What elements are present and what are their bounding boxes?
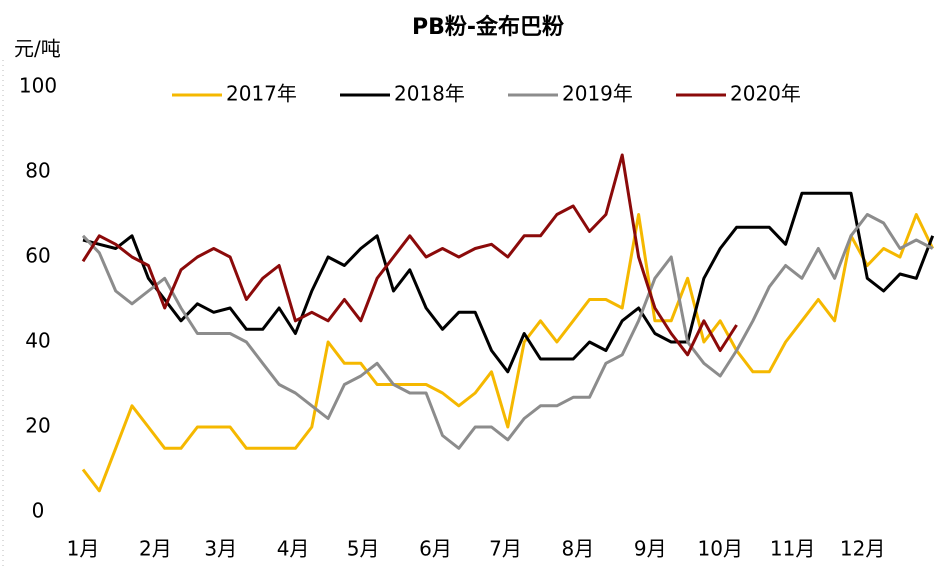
y-tick-label: 20 [25,414,50,438]
series-line [81,153,738,357]
y-tick-label: 40 [25,329,50,353]
series-line [81,213,935,493]
x-tick-label: 9月 [634,537,667,561]
x-tick-label: 5月 [347,537,380,561]
y-tick-label: 60 [25,244,50,268]
y-tick-label: 100 [19,74,57,98]
x-tick-label: 6月 [419,537,452,561]
legend-label: 2018年 [394,82,465,106]
x-tick-label: 10月 [698,537,743,561]
legend-label: 2019年 [562,82,633,106]
series-line [82,191,935,374]
y-axis-label: 元/吨 [14,37,61,61]
x-tick-label: 1月 [67,537,100,561]
chart-title: PB粉-金布巴粉 [412,14,564,40]
series-line [81,213,934,450]
x-tick-label: 11月 [770,537,815,561]
legend-label: 2017年 [226,82,297,106]
y-tick-label: 0 [32,499,45,523]
y-tick-label: 80 [25,159,50,183]
x-tick-label: 7月 [489,537,522,561]
x-tick-label: 2月 [139,537,172,561]
x-tick-label: 3月 [204,537,237,561]
x-tick-label: 4月 [277,537,310,561]
legend-label: 2020年 [730,82,801,106]
x-tick-label: 8月 [561,537,594,561]
x-tick-label: 12月 [840,537,885,561]
